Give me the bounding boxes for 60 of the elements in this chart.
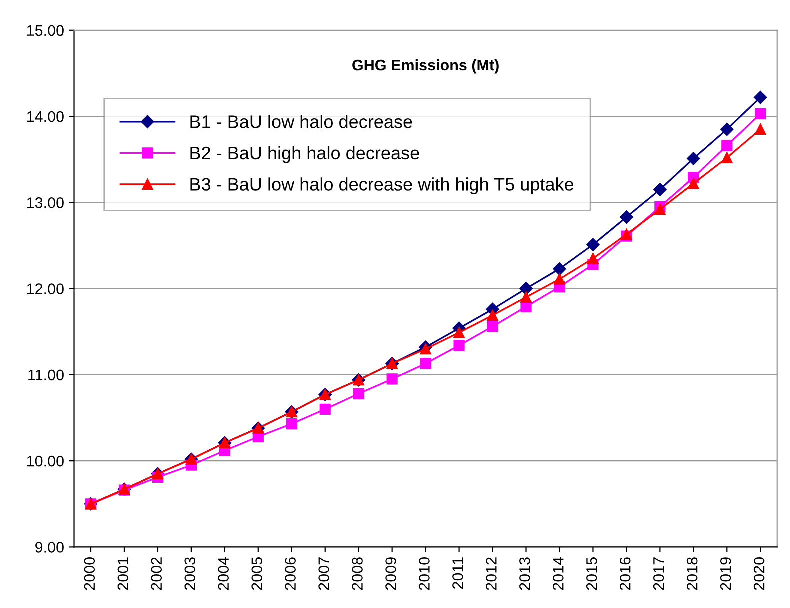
point xyxy=(487,321,498,332)
point xyxy=(654,204,666,216)
point xyxy=(654,183,667,196)
x-tick-label: 2015 xyxy=(586,558,598,590)
y-tick-label: 11.00 xyxy=(28,370,64,381)
x-tick-label: 2017 xyxy=(653,558,664,590)
x-tick-label: 2000 xyxy=(84,558,96,590)
x-tick-label: 2012 xyxy=(486,558,497,590)
point xyxy=(320,404,331,415)
x-tick-label: 2006 xyxy=(285,558,296,590)
point xyxy=(620,210,634,224)
x-tick-label: 2008 xyxy=(352,558,363,590)
y-tick-label: 10.00 xyxy=(27,456,64,467)
point xyxy=(386,374,398,385)
legend-label: B3 - BaU low halo decrease with high T5 uptake xyxy=(190,178,574,194)
y-tick-label: 9.00 xyxy=(36,542,64,553)
legend-label: B1 - BaU low halo decrease xyxy=(190,115,412,128)
point xyxy=(720,122,734,136)
y-tick-label: 12.00 xyxy=(27,284,64,294)
point xyxy=(520,292,532,303)
point xyxy=(687,152,700,166)
point xyxy=(722,140,733,152)
y-tick-label: 14.00 xyxy=(27,111,64,122)
legend-label: B2 - BaU high halo decrease xyxy=(190,146,420,164)
point xyxy=(554,274,566,285)
point xyxy=(755,108,766,120)
point xyxy=(520,301,532,312)
point xyxy=(286,418,298,430)
x-tick-label: 2002 xyxy=(151,558,162,590)
x-tick-label: 2009 xyxy=(386,558,396,590)
point xyxy=(586,238,600,252)
point xyxy=(353,388,364,400)
point xyxy=(755,124,766,136)
x-tick-label: 2011 xyxy=(452,558,464,590)
x-tick-label: 2010 xyxy=(419,558,430,590)
x-tick-label: 2001 xyxy=(118,558,129,590)
x-tick-label: 2014 xyxy=(553,557,564,590)
point xyxy=(520,282,533,296)
point xyxy=(688,178,700,190)
point xyxy=(487,310,498,322)
x-tick-label: 2005 xyxy=(252,558,263,590)
x-tick-label: 2003 xyxy=(184,558,196,590)
y-tick-label: 13.00 xyxy=(27,198,64,208)
x-tick-label: 2018 xyxy=(686,558,698,590)
point xyxy=(454,327,465,338)
point xyxy=(553,262,566,276)
y-tick-label: 15.00 xyxy=(27,25,64,36)
x-tick-label: 2016 xyxy=(620,558,631,590)
point xyxy=(722,152,733,164)
point xyxy=(754,90,768,104)
x-tick-label: 2007 xyxy=(318,558,330,590)
point xyxy=(420,358,432,370)
text: GHG Emissions (Mt) xyxy=(352,59,499,74)
x-tick-label: 2020 xyxy=(754,558,765,590)
x-tick-label: 2004 xyxy=(218,557,230,590)
x-tick-label: 2019 xyxy=(720,558,732,590)
x-tick-label: 2013 xyxy=(520,558,530,590)
point xyxy=(454,340,465,352)
point xyxy=(588,253,599,264)
point xyxy=(420,344,432,355)
